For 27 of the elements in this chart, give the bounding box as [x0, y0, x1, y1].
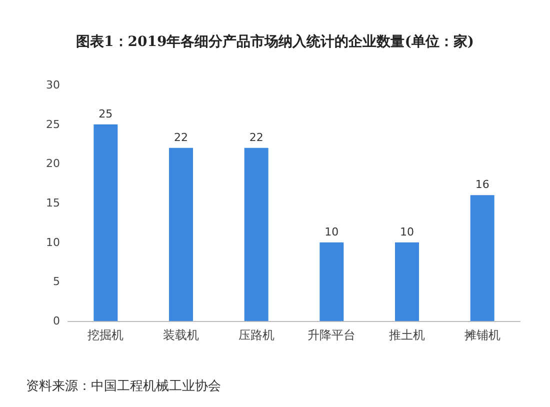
y-tick-label: 20: [46, 157, 60, 170]
y-tick-label: 30: [46, 78, 60, 92]
bar: [320, 242, 344, 321]
x-tick-label: 挖掘机: [88, 328, 124, 342]
bar: [470, 195, 494, 321]
data-label: 10: [324, 225, 339, 238]
x-tick-label: 升降平台: [308, 328, 356, 342]
data-label: 25: [98, 107, 113, 120]
y-tick-label: 10: [46, 236, 60, 249]
y-tick-label: 5: [53, 275, 60, 288]
x-tick-label: 摊铺机: [464, 328, 500, 342]
y-tick-label: 0: [53, 314, 60, 328]
y-tick-label: 15: [46, 196, 60, 210]
text: 资料来源：中国工程机械工业协会: [26, 379, 221, 394]
x-tick-label: 装载机: [163, 328, 199, 342]
bar: [395, 242, 419, 321]
bar: [94, 124, 118, 321]
x-tick-label: 推土机: [389, 328, 425, 342]
data-label: 22: [174, 130, 188, 144]
data-label: 16: [475, 178, 490, 192]
bar: [169, 148, 193, 321]
y-tick-label: 25: [46, 118, 60, 131]
chart-title: 图表1：2019年各细分产品市场纳入统计的企业数量(单位：家): [76, 33, 474, 50]
data-label: 22: [249, 130, 264, 144]
bar: [244, 148, 268, 321]
x-tick-label: 压路机: [238, 328, 274, 342]
data-label: 10: [400, 225, 414, 238]
